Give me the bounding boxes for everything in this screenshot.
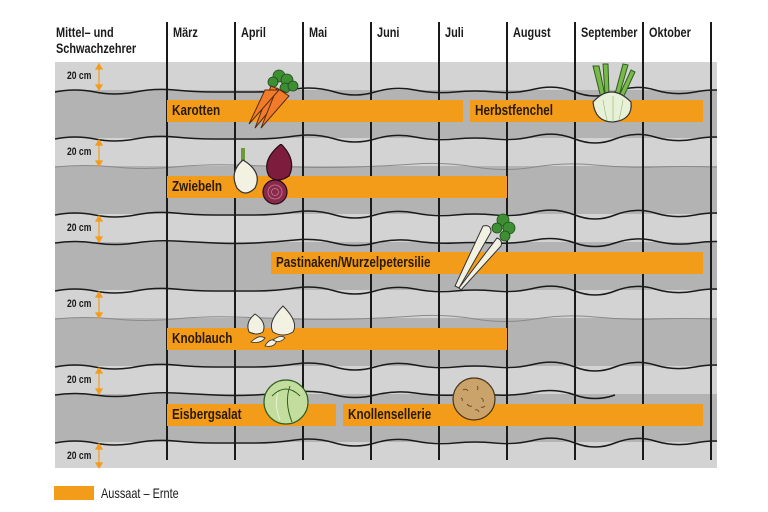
column-divider (166, 22, 168, 62)
spacing-arrow-icons (94, 62, 104, 468)
column-divider (506, 22, 508, 62)
carrot-icon (248, 69, 299, 129)
bar-label: Eisbergsalat (172, 406, 242, 423)
bar-label: Zwiebeln (172, 178, 223, 195)
column-divider (370, 22, 372, 62)
bar-knollensellerie: Knollensellerie (343, 404, 703, 426)
bar-zwiebeln: Zwiebeln (167, 176, 507, 198)
row-spacing-label: 20 cm (67, 298, 92, 310)
row-spacing-label: 20 cm (67, 146, 92, 158)
row-spacing-label: 20 cm (67, 70, 92, 82)
month-label-august: August (513, 24, 551, 40)
chart-plot-area: 20 cm 20 cm 20 cm 20 cm 20 cm 20 cm Karo… (55, 62, 717, 468)
column-divider (642, 22, 644, 62)
garlic-icon (247, 305, 296, 347)
bar-herbstfenchel: Herbstfenchel (470, 100, 703, 122)
month-label-mai: Mai (309, 24, 328, 40)
month-label-oktober: Oktober (649, 24, 691, 40)
bar-eisbergsalat: Eisbergsalat (167, 404, 336, 426)
chart-title: Mittel– und Schwachzehrer (56, 24, 136, 56)
month-label-maerz: März (173, 24, 198, 40)
bar-pastinaken: Pastinaken/Wurzelpetersilie (271, 252, 703, 274)
fennel-icon (592, 63, 636, 123)
column-divider (710, 22, 712, 62)
row-wavy-lines (55, 86, 717, 448)
column-divider (234, 22, 236, 62)
month-gridline (234, 62, 236, 460)
parsnip-icon (454, 213, 516, 290)
legend-label: Aussaat – Ernte (101, 485, 179, 501)
month-label-september: September (581, 24, 638, 40)
column-divider (302, 22, 304, 62)
row-spacing-label: 20 cm (67, 450, 92, 462)
legend-swatch (54, 486, 94, 500)
month-gridline (710, 62, 712, 460)
chart-title-line2: Schwachzehrer (56, 40, 137, 56)
chart-title-line1: Mittel– und (56, 24, 114, 40)
month-label-juni: Juni (377, 24, 400, 40)
column-divider (574, 22, 576, 62)
month-label-juli: Juli (445, 24, 464, 40)
bar-karotten: Karotten (167, 100, 463, 122)
bar-label: Herbstfenchel (475, 102, 554, 119)
celeriac-icon (452, 377, 496, 421)
row-spacing-label: 20 cm (67, 374, 92, 386)
bar-label: Knollensellerie (348, 406, 432, 423)
month-label-april: April (241, 24, 266, 40)
bar-label: Pastinaken/Wurzelpetersilie (276, 254, 431, 271)
bar-label: Karotten (172, 102, 221, 119)
row-spacing-label: 20 cm (67, 222, 92, 234)
month-gridline (166, 62, 168, 460)
bar-label: Knoblauch (172, 330, 233, 347)
onion-icon (233, 144, 293, 205)
column-divider (438, 22, 440, 62)
lettuce-icon (263, 379, 309, 425)
bar-knoblauch: Knoblauch (167, 328, 507, 350)
